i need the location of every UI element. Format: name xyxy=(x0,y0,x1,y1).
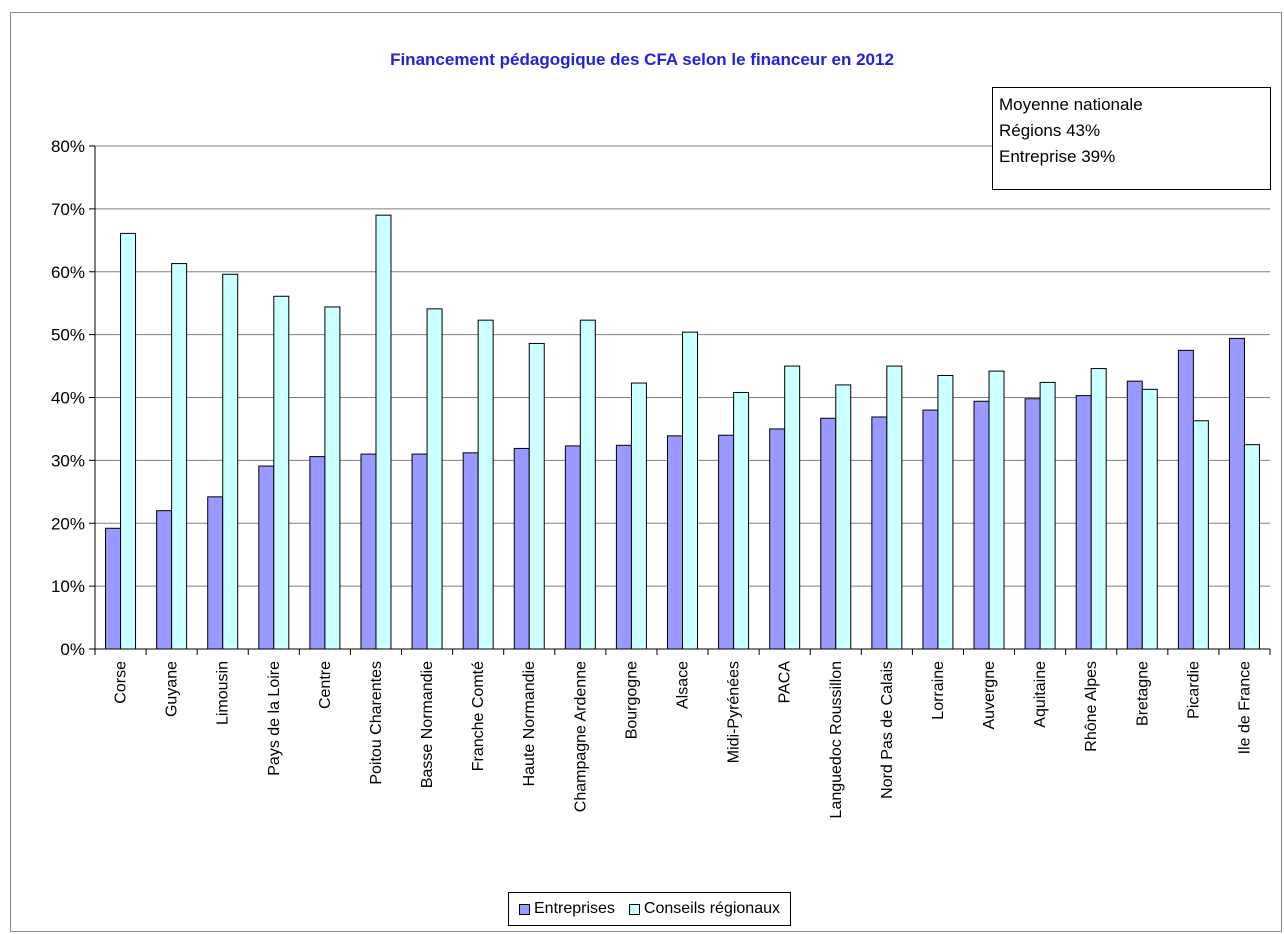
x-tick-label: Nord Pas de Calais xyxy=(879,661,896,799)
bar xyxy=(171,263,188,650)
annotation-line: Régions 43% xyxy=(999,121,1101,140)
bar xyxy=(513,447,530,650)
bar xyxy=(528,342,545,650)
y-tick-label: 80% xyxy=(51,137,85,156)
x-tick-label: Auvergne xyxy=(981,661,998,730)
y-tick-label: 20% xyxy=(51,514,85,533)
y-tick-label: 10% xyxy=(51,577,85,596)
bar xyxy=(105,527,122,650)
legend-item-entreprises: Entreprises xyxy=(519,900,615,918)
y-tick-label: 60% xyxy=(51,263,85,282)
bar xyxy=(477,319,494,650)
bar xyxy=(682,331,698,650)
bar xyxy=(973,400,990,650)
y-tick-label: 40% xyxy=(51,389,85,408)
x-tick-label: Pays de la Loire xyxy=(266,661,283,776)
y-tick-label: 70% xyxy=(51,200,85,219)
annotation-line: Entreprise 39% xyxy=(999,147,1116,166)
x-tick-label: Rhône Alpes xyxy=(1083,661,1100,752)
bar xyxy=(207,496,224,650)
bar xyxy=(1024,398,1041,650)
y-axis-ticks: 0% 10% 20% 30% 40% 50% 60% 70% 80% xyxy=(51,137,95,659)
bar xyxy=(733,391,750,650)
bar xyxy=(222,273,239,650)
bar xyxy=(988,370,1005,650)
legend-item-conseils-regionaux: Conseils régionaux xyxy=(628,900,780,918)
x-tick-label: Basse Normandie xyxy=(419,661,436,788)
x-tick-label: Haute Normandie xyxy=(521,661,538,787)
x-tick-label: Lorraine xyxy=(930,661,947,720)
bar xyxy=(579,319,596,650)
x-tick-label: Midi-Pyrénées xyxy=(726,661,743,763)
bar xyxy=(1192,420,1209,650)
bar xyxy=(615,444,632,650)
bars xyxy=(105,214,1260,650)
x-tick-label: Alsace xyxy=(675,661,692,709)
bar xyxy=(922,409,939,650)
x-tick-label: Bourgogne xyxy=(623,661,640,739)
x-tick-label: Poitou Charentes xyxy=(368,661,385,785)
x-tick-label: Picardie xyxy=(1185,661,1202,719)
bar xyxy=(784,365,801,650)
bar xyxy=(937,374,954,650)
chart-title: Financement pédagogique des CFA selon le… xyxy=(390,50,894,69)
x-tick-label: Aquitaine xyxy=(1032,661,1049,728)
bar xyxy=(426,308,443,650)
bar xyxy=(1243,444,1260,650)
bar xyxy=(886,365,903,650)
bar xyxy=(324,306,341,650)
x-tick-label: Limousin xyxy=(215,661,232,725)
bar xyxy=(820,417,837,650)
bar xyxy=(1228,337,1245,650)
bar xyxy=(769,428,786,650)
x-tick-label: Guyane xyxy=(164,661,181,717)
bar xyxy=(1039,381,1056,650)
bar xyxy=(120,232,137,650)
x-tick-label: Languedoc Roussillon xyxy=(828,661,845,818)
x-tick-label: Franche Comté xyxy=(470,661,487,771)
bar xyxy=(375,214,392,650)
bar xyxy=(156,510,173,650)
bar xyxy=(309,456,326,650)
x-tick-label: PACA xyxy=(777,661,794,704)
annotation-line: Moyenne nationale xyxy=(999,95,1143,114)
axes xyxy=(94,146,1271,655)
bar xyxy=(411,453,428,650)
bar xyxy=(258,465,275,650)
x-tick-label: Ile de France xyxy=(1236,661,1253,754)
legend-label: Conseils régionaux xyxy=(643,900,780,917)
bar xyxy=(564,445,581,650)
x-axis-labels: Corse Guyane Limousin Pays de la Loire Centr… xyxy=(113,661,1254,819)
bar xyxy=(1141,388,1158,650)
legend-swatch xyxy=(519,903,530,915)
bar xyxy=(871,416,888,650)
bar xyxy=(630,382,647,650)
bar xyxy=(1177,349,1194,650)
bar xyxy=(1090,368,1107,650)
bar xyxy=(1126,380,1143,650)
bar xyxy=(718,434,735,650)
bar xyxy=(462,452,479,650)
legend-swatch xyxy=(628,903,640,915)
x-tick-label: Bretagne xyxy=(1134,661,1151,726)
y-tick-label: 30% xyxy=(51,451,85,470)
bar xyxy=(273,295,290,650)
bar xyxy=(667,435,683,650)
x-tick-label: Corse xyxy=(113,661,130,704)
bar xyxy=(360,453,377,650)
x-tick-label: Champagne Ardenne xyxy=(572,661,589,812)
y-tick-label: 0% xyxy=(60,640,85,659)
legend: Entreprises Conseils régionaux xyxy=(508,892,791,926)
bar xyxy=(835,384,852,650)
annotation-box: Moyenne nationale Régions 43% Entreprise… xyxy=(992,87,1271,190)
legend-label: Entreprises xyxy=(534,900,615,917)
bar xyxy=(1075,395,1092,650)
x-tick-label: Centre xyxy=(317,661,334,709)
y-tick-label: 50% xyxy=(51,326,85,345)
